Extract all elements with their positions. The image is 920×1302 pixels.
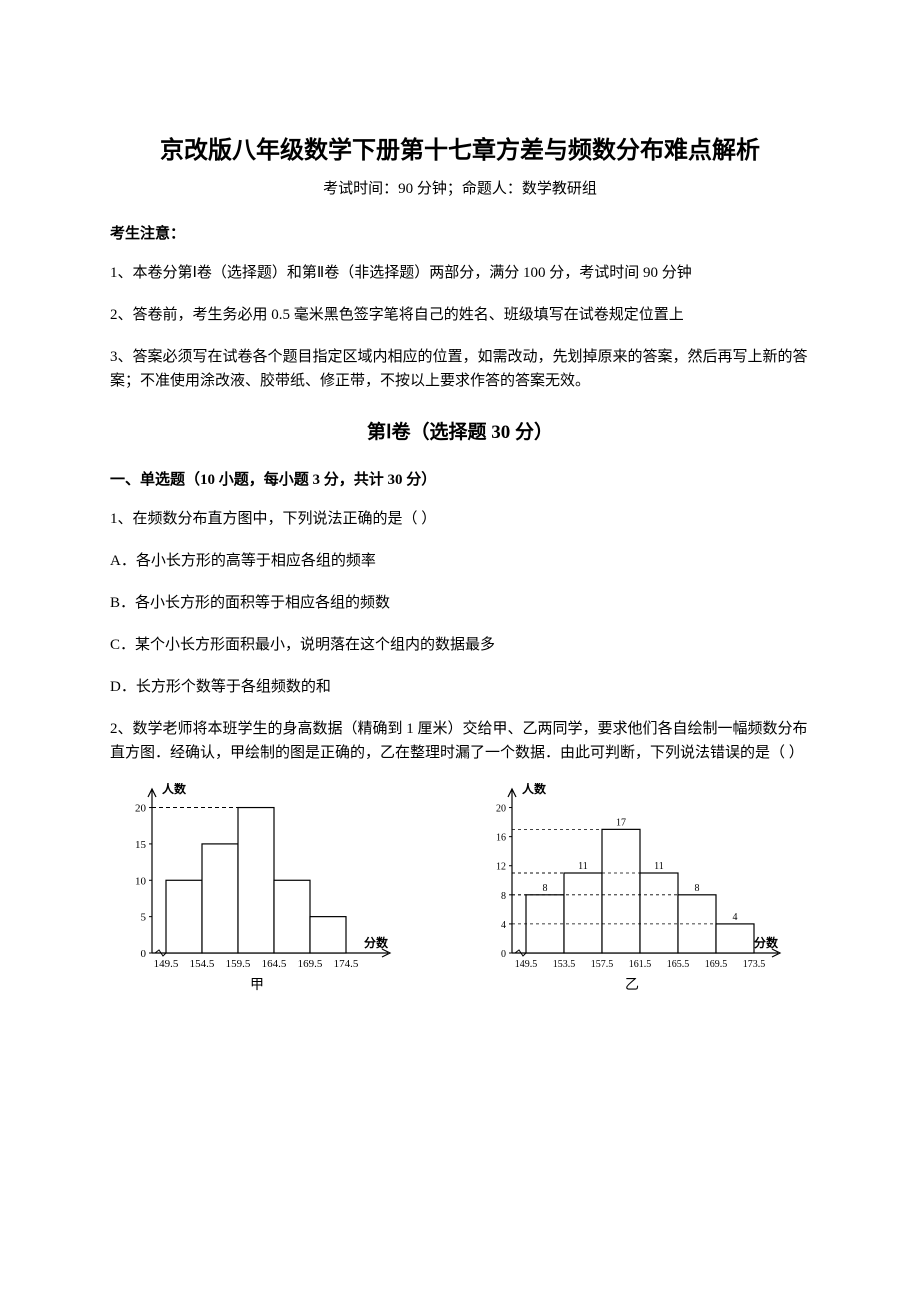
svg-text:4: 4	[733, 912, 738, 923]
svg-text:15: 15	[135, 839, 147, 851]
svg-text:12: 12	[496, 862, 506, 873]
svg-text:0: 0	[501, 949, 506, 960]
svg-text:乙: 乙	[625, 977, 639, 993]
svg-text:10: 10	[135, 875, 147, 887]
q2-stem: 2、数学老师将本班学生的身高数据（精确到 1 厘米）交给甲、乙两同学，要求他们各…	[110, 717, 810, 765]
notice-2: 2、答卷前，考生务必用 0.5 毫米黑色签字笔将自己的姓名、班级填写在试卷规定位…	[110, 303, 810, 327]
svg-text:20: 20	[135, 803, 147, 815]
svg-text:人数: 人数	[162, 783, 187, 796]
notice-header: 考生注意：	[110, 222, 810, 243]
svg-text:8: 8	[501, 891, 506, 902]
svg-text:154.5: 154.5	[190, 958, 215, 970]
svg-text:11: 11	[654, 861, 664, 872]
svg-text:4: 4	[501, 920, 506, 931]
svg-text:8: 8	[695, 883, 700, 894]
exam-title: 京改版八年级数学下册第十七章方差与频数分布难点解析	[110, 130, 810, 165]
charts-row: 05101520人数分数149.5154.5159.5164.5169.5174…	[110, 783, 810, 1013]
chart-jia-svg: 0 5 10 15 20 人数分数 149.5 154.5 159.5 164.5 169.5 174…	[110, 783, 400, 1013]
svg-text:157.5: 157.5	[591, 959, 614, 970]
svg-text:17: 17	[616, 817, 626, 828]
svg-text:174.5: 174.5	[334, 958, 359, 970]
q1-option-b: B．各小长方形的面积等于相应各组的频数	[110, 591, 810, 615]
exam-page: 京改版八年级数学下册第十七章方差与频数分布难点解析 考试时间：90 分钟；命题人…	[0, 0, 920, 1302]
svg-text:甲: 甲	[250, 978, 264, 993]
svg-text:173.5: 173.5	[743, 959, 766, 970]
q1-option-c: C．某个小长方形面积最小，说明落在这个组内的数据最多	[110, 633, 810, 657]
svg-text:164.5: 164.5	[262, 958, 287, 970]
svg-text:5: 5	[141, 912, 147, 924]
svg-text:149.5: 149.5	[515, 959, 538, 970]
svg-text:分数: 分数	[364, 935, 389, 950]
svg-text:169.5: 169.5	[705, 959, 728, 970]
notice-1: 1、本卷分第Ⅰ卷（选择题）和第Ⅱ卷（非选择题）两部分，满分 100 分，考试时间…	[110, 261, 810, 285]
svg-text:161.5: 161.5	[629, 959, 652, 970]
q1-option-d: D．长方形个数等于各组频数的和	[110, 675, 810, 699]
svg-text:8: 8	[543, 883, 548, 894]
svg-text:165.5: 165.5	[667, 959, 690, 970]
chart-jia: 0 5 10 15 20 人数分数 149.5 154.5 159.5 164.5 169.5 174…	[110, 783, 450, 1013]
svg-text:分数: 分数	[754, 935, 779, 950]
svg-text:169.5: 169.5	[298, 958, 323, 970]
chart-yi: 0 4 8 12 16 20 人数分数 8 11 17 11 8 4 149.5 153.5 157.5 161…	[470, 783, 810, 1013]
svg-text:16: 16	[496, 833, 506, 844]
chart-yi-svg: 0 4 8 12 16 20 人数分数 8 11 17 11 8 4 149.5 153.5 157.5 161…	[470, 783, 800, 1013]
svg-text:人数: 人数	[522, 783, 547, 796]
svg-text:159.5: 159.5	[226, 958, 251, 970]
part1-title: 第Ⅰ卷（选择题 30 分）	[110, 417, 810, 444]
svg-text:11: 11	[578, 861, 588, 872]
svg-text:20: 20	[496, 804, 506, 815]
exam-subtitle: 考试时间：90 分钟；命题人：数学教研组	[110, 177, 810, 198]
notice-3: 3、答案必须写在试卷各个题目指定区域内相应的位置，如需改动，先划掉原来的答案，然…	[110, 345, 810, 393]
svg-text:153.5: 153.5	[553, 959, 576, 970]
svg-text:0: 0	[141, 948, 147, 960]
q1-option-a: A．各小长方形的高等于相应各组的频率	[110, 549, 810, 573]
section1-header: 一、单选题（10 小题，每小题 3 分，共计 30 分）	[110, 468, 810, 489]
q1-stem: 1、在频数分布直方图中，下列说法正确的是（ ）	[110, 507, 810, 531]
svg-text:149.5: 149.5	[154, 958, 179, 970]
